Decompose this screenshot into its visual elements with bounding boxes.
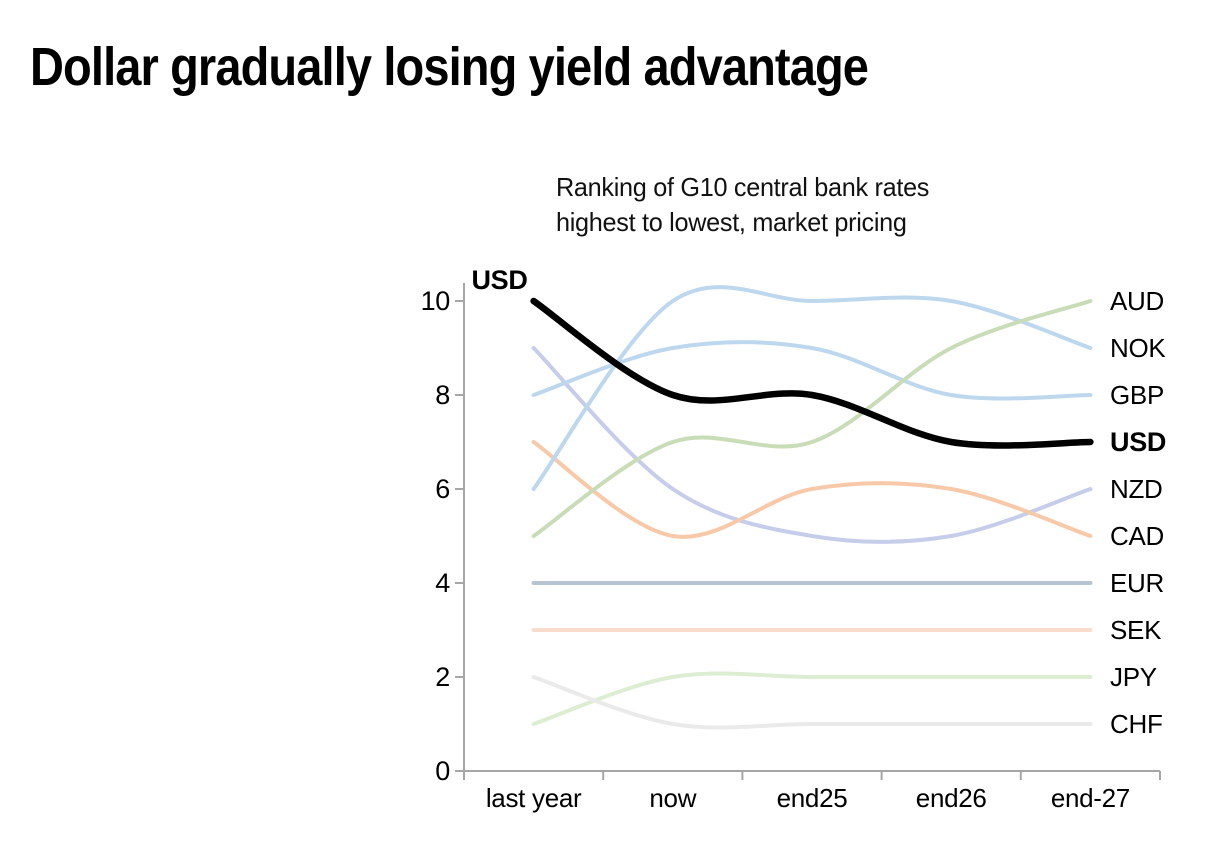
series-line-CAD xyxy=(531,440,1093,539)
series-start-label-USD: USD xyxy=(471,265,527,295)
y-tick-label: 0 xyxy=(435,756,450,786)
series-line-JPY xyxy=(531,671,1093,726)
y-tick-label: 4 xyxy=(435,568,450,598)
series-end-label-USD: USD xyxy=(1110,427,1166,457)
series-end-label-CHF: CHF xyxy=(1110,709,1163,739)
x-axis-label: end25 xyxy=(777,783,848,813)
x-axis-label: last year xyxy=(486,783,582,813)
series-end-label-NOK: NOK xyxy=(1110,333,1166,363)
series-line-GBP xyxy=(531,340,1093,401)
series-line-AUD xyxy=(531,299,1093,538)
page-title: Dollar gradually losing yield advantage xyxy=(30,37,869,97)
series-end-label-GBP: GBP xyxy=(1110,380,1164,410)
series-end-label-JPY: JPY xyxy=(1110,662,1157,692)
series-line-USD xyxy=(530,297,1094,449)
series-line-NZD xyxy=(531,346,1093,544)
y-tick-label: 8 xyxy=(435,380,450,410)
x-axis-label: end26 xyxy=(916,783,987,813)
x-axis-label: end-27 xyxy=(1051,783,1130,813)
series-line-NOK xyxy=(531,285,1093,491)
series-end-label-NZD: NZD xyxy=(1110,474,1163,504)
series-end-label-AUD: AUD xyxy=(1110,286,1164,316)
series-end-label-SEK: SEK xyxy=(1110,615,1162,645)
series-end-label-EUR: EUR xyxy=(1110,568,1164,598)
y-tick-label: 2 xyxy=(435,662,450,692)
series-line-CHF xyxy=(531,675,1093,730)
y-tick-label: 10 xyxy=(421,286,450,316)
x-axis-label: now xyxy=(649,783,696,813)
chart-subtitle: Ranking of G10 central bank rates highes… xyxy=(556,172,930,237)
series-end-label-CAD: CAD xyxy=(1110,521,1164,551)
y-tick-label: 6 xyxy=(435,474,450,504)
